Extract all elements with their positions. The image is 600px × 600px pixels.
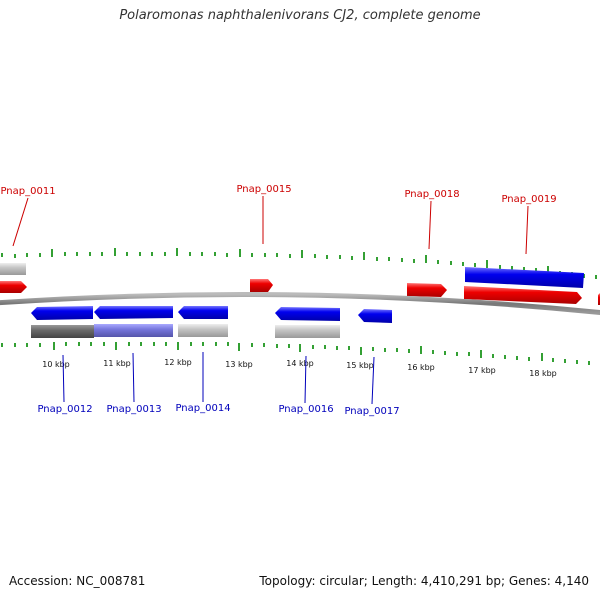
gene-arrow-pnap-0014[interactable]: [178, 306, 228, 319]
gene-arrow-pnap-0017[interactable]: [358, 309, 392, 323]
scale-label-11kbp: 11 kbp: [103, 359, 131, 368]
gene-label-pnap-0011[interactable]: Pnap_0011: [0, 186, 55, 197]
reverse-strand-genes: [31, 306, 392, 323]
gene-arrow-pnap-0016[interactable]: [275, 307, 340, 321]
reverse-annotation-bars: [31, 324, 340, 338]
genome-summary-text: Topology: circular; Length: 4,410,291 bp…: [259, 574, 589, 588]
gene-label-pnap-0019[interactable]: Pnap_0019: [501, 194, 556, 205]
gene-label-pnap-0012[interactable]: Pnap_0012: [37, 404, 92, 415]
gene-label-pnap-0013[interactable]: Pnap_0013: [106, 404, 161, 415]
scale-label-14kbp: 14 kbp: [286, 359, 314, 368]
bottom-gene-labels: Pnap_0012 Pnap_0013 Pnap_0014 Pnap_0016 …: [37, 403, 399, 417]
bottom-callout-lines: [62, 352, 375, 405]
genome-backbone: [0, 292, 600, 316]
gene-arrow-pnap-0013[interactable]: [94, 306, 173, 319]
outer-tick-row: [1, 248, 597, 279]
gene-label-pnap-0014[interactable]: Pnap_0014: [175, 403, 230, 414]
accession-text: Accession: NC_008781: [9, 574, 146, 588]
gene-arrow-pnap-0011[interactable]: [0, 281, 27, 293]
gene-bar-dark: [31, 325, 94, 338]
scale-label-10kbp: 10 kbp: [42, 360, 70, 369]
scale-label-16kbp: 16 kbp: [407, 363, 435, 372]
gene-bar-pnap-0019-partner: [465, 267, 584, 288]
gene-arrow-pnap-0018[interactable]: [407, 283, 447, 297]
scale-label-17kbp: 17 kbp: [468, 366, 496, 375]
forward-strand-genes: [0, 279, 600, 305]
scale-label-13kbp: 13 kbp: [225, 360, 253, 369]
gene-bar-grey: [275, 325, 340, 338]
gene-bar-grey: [178, 324, 228, 337]
gene-label-pnap-0017[interactable]: Pnap_0017: [344, 406, 399, 417]
map-title: Polaromonas naphthalenivorans CJ2, compl…: [119, 8, 481, 23]
scale-label-15kbp: 15 kbp: [346, 361, 374, 370]
scale-labels: 10 kbp 11 kbp 12 kbp 13 kbp 14 kbp 15 kb…: [42, 358, 557, 378]
top-gene-labels: Pnap_0011 Pnap_0015 Pnap_0018 Pnap_0019: [0, 184, 556, 205]
gene-arrow-pnap-0019[interactable]: [464, 286, 582, 304]
top-callout-lines: [12, 196, 529, 255]
gene-arrow-pnap-0015[interactable]: [250, 279, 273, 292]
gene-bar-grey: [0, 263, 26, 275]
scale-label-18kbp: 18 kbp: [529, 369, 557, 378]
scale-label-12kbp: 12 kbp: [164, 358, 192, 367]
gene-label-pnap-0016[interactable]: Pnap_0016: [278, 404, 333, 415]
gene-label-pnap-0018[interactable]: Pnap_0018: [404, 189, 459, 200]
inner-tick-row: [1, 342, 590, 365]
gene-arrow-pnap-0012[interactable]: [31, 306, 93, 320]
gene-label-pnap-0015[interactable]: Pnap_0015: [236, 184, 291, 195]
gene-bar-lavender: [94, 324, 173, 337]
